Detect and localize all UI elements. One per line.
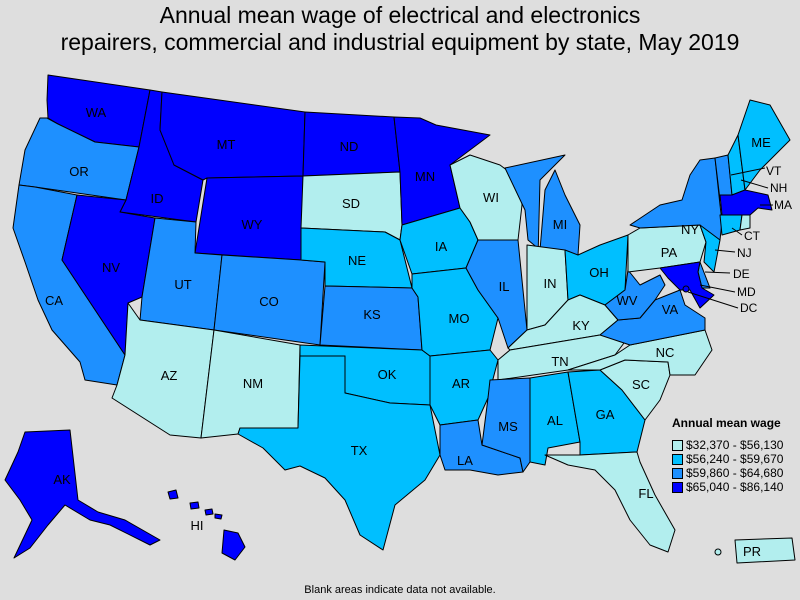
label-sd: SD	[342, 196, 360, 211]
label-ga: GA	[596, 407, 615, 422]
state-hi[interactable]	[167, 489, 246, 561]
state-pr-island	[714, 548, 722, 556]
label-ny: NY	[681, 222, 699, 237]
label-ar: AR	[452, 376, 470, 391]
label-sc: SC	[632, 377, 650, 392]
label-pa: PA	[661, 245, 678, 260]
label-md: MD	[737, 285, 756, 299]
label-me: ME	[751, 135, 771, 150]
label-oh: OH	[589, 265, 609, 280]
state-fl[interactable]	[544, 451, 676, 553]
state-tx[interactable]	[237, 355, 441, 551]
state-ar[interactable]	[429, 349, 499, 426]
label-ut: UT	[174, 277, 191, 292]
legend-row: $56,240 - $59,670	[672, 452, 783, 466]
label-ak: AK	[53, 472, 71, 487]
label-az: AZ	[161, 368, 178, 383]
label-de: DE	[733, 267, 750, 281]
state-il[interactable]	[465, 239, 528, 349]
map-title: Annual mean wage of electrical and elect…	[0, 2, 800, 56]
label-wy: WY	[242, 217, 263, 232]
label-mt: MT	[217, 137, 236, 152]
label-nv: NV	[102, 260, 120, 275]
label-ms: MS	[498, 419, 518, 434]
state-dc[interactable]	[682, 285, 690, 293]
label-ok: OK	[378, 367, 397, 382]
state-nj[interactable]	[699, 224, 721, 273]
label-dc: DC	[740, 301, 758, 315]
map-title-line1: Annual mean wage of electrical and elect…	[159, 2, 641, 28]
legend-row: $65,040 - $86,140	[672, 480, 783, 494]
label-wa: WA	[86, 105, 107, 120]
label-la: LA	[457, 453, 473, 468]
label-ca: CA	[45, 293, 63, 308]
label-nm: NM	[243, 376, 263, 391]
label-id: ID	[151, 191, 164, 206]
label-il: IL	[499, 279, 510, 294]
legend-label: $65,040 - $86,140	[686, 480, 784, 494]
legend-swatch	[672, 453, 683, 465]
label-tn: TN	[551, 354, 568, 369]
legend-swatch	[672, 481, 683, 493]
label-nd: ND	[340, 139, 359, 154]
map-title-line2: repairers, commercial and industrial equ…	[60, 29, 740, 55]
legend-label: $32,370 - $56,130	[686, 438, 784, 452]
state-ct[interactable]	[719, 214, 743, 236]
label-ne: NE	[348, 253, 366, 268]
label-ct: CT	[744, 229, 761, 243]
legend-row: $59,860 - $64,680	[672, 466, 783, 480]
label-in: IN	[544, 276, 557, 291]
state-la[interactable]	[439, 419, 524, 476]
label-co: CO	[259, 294, 279, 309]
legend-label: $59,860 - $64,680	[686, 466, 784, 480]
footnote: Blank areas indicate data not available.	[304, 584, 496, 596]
label-ky: KY	[572, 318, 590, 333]
label-mi: MI	[553, 217, 567, 232]
label-ks: KS	[363, 307, 381, 322]
label-ma: MA	[774, 198, 792, 212]
state-co[interactable]	[213, 254, 326, 346]
legend: Annual mean wage $32,370 - $56,130 $56,2…	[672, 416, 783, 494]
state-or[interactable]	[18, 117, 140, 201]
label-mo: MO	[449, 311, 470, 326]
label-or: OR	[69, 164, 89, 179]
label-mn: MN	[415, 169, 435, 184]
label-ia: IA	[435, 239, 448, 254]
state-mi[interactable]	[504, 154, 581, 259]
legend-swatch	[672, 467, 683, 479]
legend-title: Annual mean wage	[672, 416, 781, 430]
label-va: VA	[662, 302, 679, 317]
label-tx: TX	[351, 443, 368, 458]
label-nh: NH	[770, 181, 787, 195]
state-nc[interactable]	[567, 329, 713, 376]
leader-lines	[687, 167, 773, 309]
state-labels: WA OR CA ID NV MT WY UT AZ CO NM ND SD N…	[45, 105, 792, 559]
state-ak[interactable]	[4, 429, 161, 559]
legend-row: $32,370 - $56,130	[672, 438, 783, 452]
label-wi: WI	[483, 190, 499, 205]
state-pr[interactable]	[734, 537, 796, 564]
label-nc: NC	[656, 345, 675, 360]
label-vt: VT	[766, 164, 782, 178]
legend-label: $56,240 - $59,670	[686, 452, 784, 466]
state-wi[interactable]	[449, 154, 523, 241]
state-ri[interactable]	[739, 214, 751, 231]
label-wv: WV	[617, 293, 638, 308]
legend-swatch	[672, 439, 683, 451]
state-mt[interactable]	[159, 91, 306, 181]
label-fl: FL	[638, 486, 653, 501]
state-tn[interactable]	[497, 334, 631, 381]
label-hi: HI	[191, 518, 204, 533]
label-pr: PR	[743, 544, 761, 559]
label-nj: NJ	[737, 246, 752, 260]
state-wv[interactable]	[604, 269, 666, 321]
label-al: AL	[547, 413, 563, 428]
